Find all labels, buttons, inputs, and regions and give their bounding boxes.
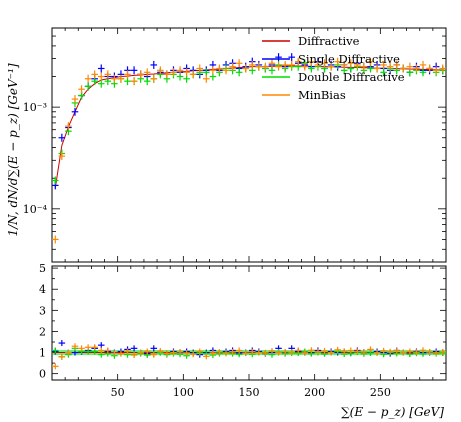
x-tick-label: 50	[111, 386, 125, 399]
ratio-panel: 50 100 150 200 250 0 1 2 3 4 5	[39, 262, 447, 399]
y-tick-label: 10⁻⁴	[23, 203, 48, 216]
series-minbias	[52, 57, 446, 244]
main-panel: 10⁻⁴ 10⁻³	[23, 27, 447, 263]
legend-label: Diffractive	[298, 34, 360, 48]
x-axis-label: ∑(E − p_z) [GeV]	[341, 405, 444, 419]
ratio-series-minbias	[52, 343, 446, 370]
x-tick-label: 150	[239, 386, 260, 399]
y-tick-label: 3	[39, 304, 46, 317]
legend-label: Double Diffractive	[298, 70, 405, 84]
legend: Diffractive Single Diffractive Double Diff…	[262, 34, 405, 102]
y-tick-label: 1	[39, 347, 46, 360]
y-tick-label: 0	[39, 368, 46, 381]
x-tick-label: 200	[304, 386, 325, 399]
y-tick-label: 2	[39, 325, 46, 338]
y-tick-label: 5	[39, 262, 46, 275]
x-tick-label: 100	[173, 386, 194, 399]
y-axis-label: 1/N, dN/d∑(E − p_z) [GeV⁻¹]	[6, 63, 20, 236]
legend-label: MinBias	[298, 88, 346, 102]
ratio-frame	[51, 265, 447, 381]
legend-label: Single Diffractive	[298, 52, 400, 66]
y-tick-label: 4	[39, 283, 46, 296]
y-tick-label: 10⁻³	[23, 101, 47, 114]
x-tick-label: 250	[370, 386, 391, 399]
